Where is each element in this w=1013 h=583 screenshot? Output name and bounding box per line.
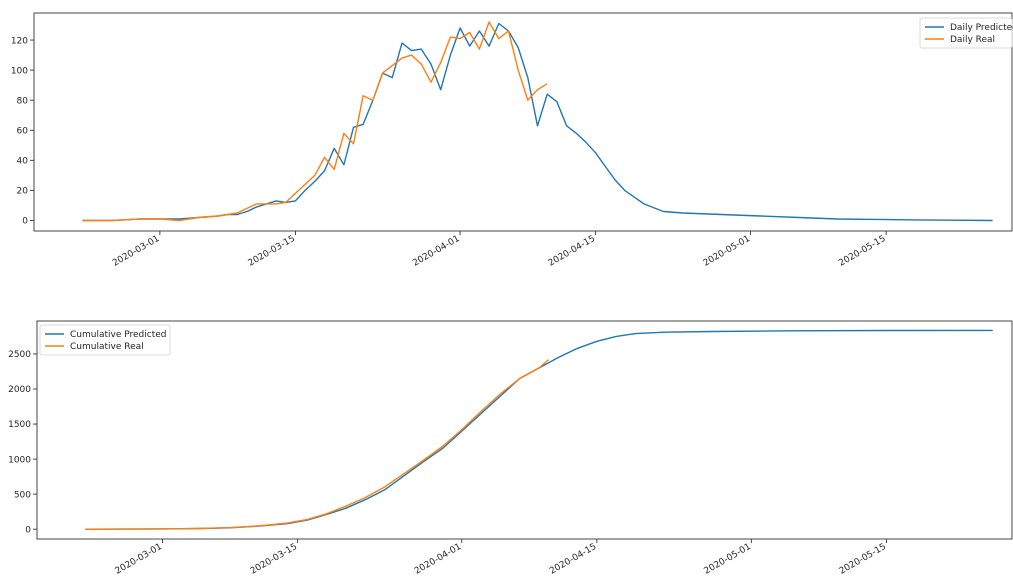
cumulative-series-1-line — [85, 359, 550, 530]
daily-xtick-label-1: 2020-03-15 — [247, 234, 297, 269]
cumulative-series-0-line — [85, 329, 993, 530]
cumulative-axes-frame — [36, 320, 1013, 540]
cumulative-legend-box — [39, 324, 171, 356]
daily-legend-label-1: Daily Real — [950, 35, 995, 45]
daily-ytick-label-1: 20 — [17, 187, 29, 197]
daily-ytick-label-2: 40 — [17, 157, 29, 167]
cumulative-ytick-label-4: 2000 — [8, 385, 31, 395]
cumulative-ytick-label-3: 1500 — [8, 420, 31, 430]
daily-chart: 0 20 40 60 80 100 120 2020-03-01 2020-03-15 2020-… — [11, 12, 1013, 269]
daily-ytick-label-0: 0 — [22, 217, 28, 227]
daily-legend: Daily Predicted Daily Real — [919, 17, 1013, 49]
daily-xtick-label-2: 2020-04-01 — [411, 234, 461, 269]
cumulative-xtick-label-5: 2020-05-15 — [838, 542, 888, 577]
daily-xtick-label-4: 2020-05-01 — [702, 234, 752, 269]
cumulative-ytick-label-5: 2500 — [8, 350, 31, 360]
daily-xtick-label-3: 2020-04-15 — [547, 234, 597, 269]
cumulative-ytick-label-1: 500 — [14, 490, 31, 500]
cumulative-xtick-label-1: 2020-03-15 — [249, 542, 299, 577]
cumulative-legend-label-1: Cumulative Real — [70, 342, 144, 352]
cumulative-chart: 0 500 1000 1500 2000 2500 2020-03-01 2020-03-15… — [8, 320, 1013, 577]
cumulative-legend-label-0: Cumulative Predicted — [70, 330, 166, 340]
daily-ytick-label-6: 120 — [11, 36, 28, 46]
daily-xtick-label-0: 2020-03-01 — [111, 234, 161, 269]
daily-series-0-line — [82, 22, 993, 222]
daily-legend-label-0: Daily Predicted — [950, 23, 1013, 33]
daily-axes-frame — [33, 12, 1013, 232]
cumulative-xtick-label-0: 2020-03-01 — [114, 542, 164, 577]
cumulative-xtick-label-3: 2020-04-15 — [548, 542, 598, 577]
daily-ytick-label-5: 100 — [11, 66, 28, 76]
daily-ytick-label-4: 80 — [17, 96, 29, 106]
cumulative-ytick-label-2: 1000 — [8, 455, 31, 465]
daily-xtick-label-5: 2020-05-15 — [837, 234, 887, 269]
daily-series-1-line — [82, 21, 548, 222]
daily-legend-box — [919, 17, 1013, 49]
cumulative-xtick-label-4: 2020-05-01 — [703, 542, 753, 577]
cumulative-xtick-label-2: 2020-04-01 — [413, 542, 463, 577]
daily-ytick-label-3: 60 — [17, 126, 29, 136]
cumulative-ytick-label-0: 0 — [25, 525, 31, 535]
cumulative-legend: Cumulative Predicted Cumulative Real — [39, 324, 171, 356]
